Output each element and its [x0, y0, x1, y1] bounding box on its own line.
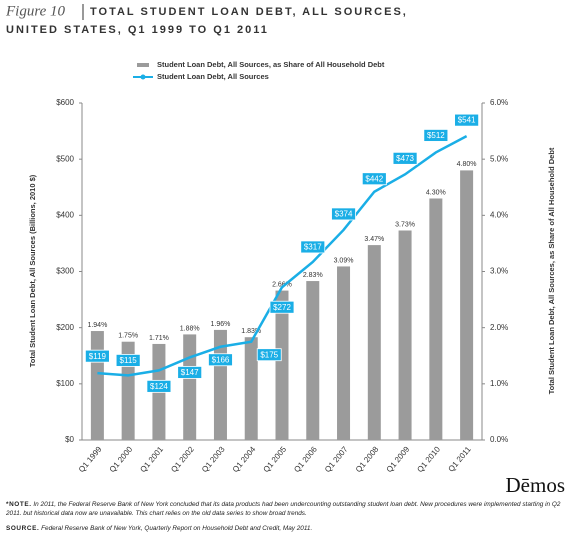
y-tick-label: $200: [56, 323, 74, 332]
line-value-label: $512: [427, 131, 445, 140]
y-tick-label: $600: [56, 98, 74, 107]
line-value-label: $442: [365, 174, 383, 183]
bar: [183, 334, 197, 440]
value-label-box: [454, 113, 480, 127]
value-label-box: [115, 354, 141, 367]
source: SOURCE. Federal Reserve Bank of New York…: [6, 524, 568, 533]
value-label-box: [423, 129, 449, 142]
bar-value-label: 1.94%: [87, 322, 107, 329]
figure-label: Figure 10: [5, 3, 66, 19]
legend-label: Student Loan Debt, All Sources: [157, 72, 269, 81]
x-tick-label: Q1 1999: [77, 444, 104, 474]
bar-value-label: 2.66%: [272, 281, 292, 288]
bar: [306, 281, 320, 440]
y2-tick-label: 5.0%: [490, 154, 508, 163]
bar-value-label: 3.09%: [334, 257, 354, 264]
line-value-label: $541: [458, 116, 476, 125]
legend-swatch: [140, 74, 146, 80]
x-tick-label: Q1 2008: [354, 444, 381, 474]
y2-axis-label: Total Student Loan Debt, All Sources, as…: [547, 147, 556, 394]
value-label-box: [392, 151, 418, 165]
x-tick-label: Q1 2010: [415, 444, 442, 474]
bar-value-label: 1.83%: [241, 328, 261, 335]
bar: [275, 290, 289, 440]
bar-value-label: 2.83%: [303, 272, 323, 279]
bar: [244, 337, 258, 440]
bar: [429, 198, 443, 440]
y-tick-label: $100: [56, 379, 74, 388]
line-value-label: $175: [260, 350, 278, 359]
line-value-label: $119: [89, 352, 107, 361]
y2-tick-label: 0.0%: [490, 435, 508, 444]
line-value-label: $317: [304, 243, 322, 252]
x-tick-label: Q1 2005: [262, 444, 289, 474]
bar: [367, 245, 381, 440]
note: *NOTE. In 2011, the Federal Reserve Bank…: [6, 500, 568, 518]
value-label-box: [331, 207, 356, 221]
bar-value-label: 3.47%: [364, 236, 384, 243]
chart-title: UNITED STATES, Q1 1999 TO Q1 2011: [6, 24, 269, 36]
bar-value-label: 3.73%: [395, 221, 415, 228]
value-label-box: [177, 366, 203, 379]
y2-tick-label: 4.0%: [490, 210, 508, 219]
value-label-box: [269, 300, 295, 314]
bar-value-label: 4.30%: [426, 189, 446, 196]
x-tick-label: Q1 2000: [108, 444, 135, 474]
value-label-box: [361, 172, 387, 186]
y2-tick-label: 3.0%: [490, 267, 508, 276]
logo: Dēmos: [506, 473, 566, 497]
value-label-box: [208, 353, 233, 367]
x-tick-label: Q1 2002: [169, 444, 196, 474]
bar-value-label: 4.80%: [457, 161, 477, 168]
note-label: *NOTE.: [6, 501, 32, 508]
line-value-label: $124: [150, 382, 168, 391]
bar: [90, 331, 104, 440]
x-tick-label: Q1 2011: [447, 444, 474, 473]
bar-value-label: 1.71%: [149, 335, 169, 342]
bar: [460, 170, 474, 440]
value-label-box: [146, 379, 172, 393]
x-tick-label: Q1 2004: [231, 444, 258, 474]
line: [97, 135, 468, 377]
x-tick-label: Q1 2006: [292, 444, 319, 474]
y-tick-label: $0: [65, 435, 74, 444]
y-tick-label: $300: [56, 267, 74, 276]
source-label: SOURCE.: [6, 525, 40, 532]
legend-label: Student Loan Debt, All Sources, as Share…: [157, 60, 385, 69]
bar: [337, 266, 351, 440]
value-label-box: [300, 240, 326, 254]
line-value-label: $473: [396, 154, 414, 163]
y-axis-label: Total Student Loan Debt, All Sources (Bi…: [28, 174, 37, 367]
line-value-label: $115: [120, 356, 138, 365]
note-text: In 2011, the Federal Reserve Bank of New…: [6, 501, 561, 517]
y-tick-label: $500: [56, 154, 74, 163]
y2-tick-label: 1.0%: [490, 379, 508, 388]
x-tick-label: Q1 2009: [385, 444, 412, 474]
y2-tick-label: 6.0%: [490, 98, 508, 107]
line-value-label: $374: [335, 210, 353, 219]
x-tick-label: Q1 2003: [200, 444, 227, 474]
chart: Figure 10 TOTAL STUDENT LOAN DEBT, ALL S…: [5, 3, 566, 497]
x-tick-label: Q1 2001: [138, 444, 165, 474]
bar-value-label: 1.75%: [118, 333, 138, 340]
bar-value-label: 1.88%: [180, 325, 200, 332]
y-tick-label: $400: [56, 210, 74, 219]
source-text: Federal Reserve Bank of New York, Quarte…: [41, 525, 313, 532]
value-label-box: [84, 349, 110, 363]
bar-value-label: 1.96%: [211, 321, 231, 328]
line-value-label: $147: [181, 368, 199, 377]
line-value-label: $166: [212, 355, 230, 364]
y2-tick-label: 2.0%: [490, 323, 508, 332]
chart-title: TOTAL STUDENT LOAN DEBT, ALL SOURCES,: [90, 6, 408, 18]
x-tick-label: Q1 2007: [323, 444, 350, 474]
line-value-label: $272: [273, 303, 291, 312]
legend-swatch: [137, 63, 149, 67]
value-label-box: [256, 348, 282, 362]
bar: [398, 230, 412, 440]
